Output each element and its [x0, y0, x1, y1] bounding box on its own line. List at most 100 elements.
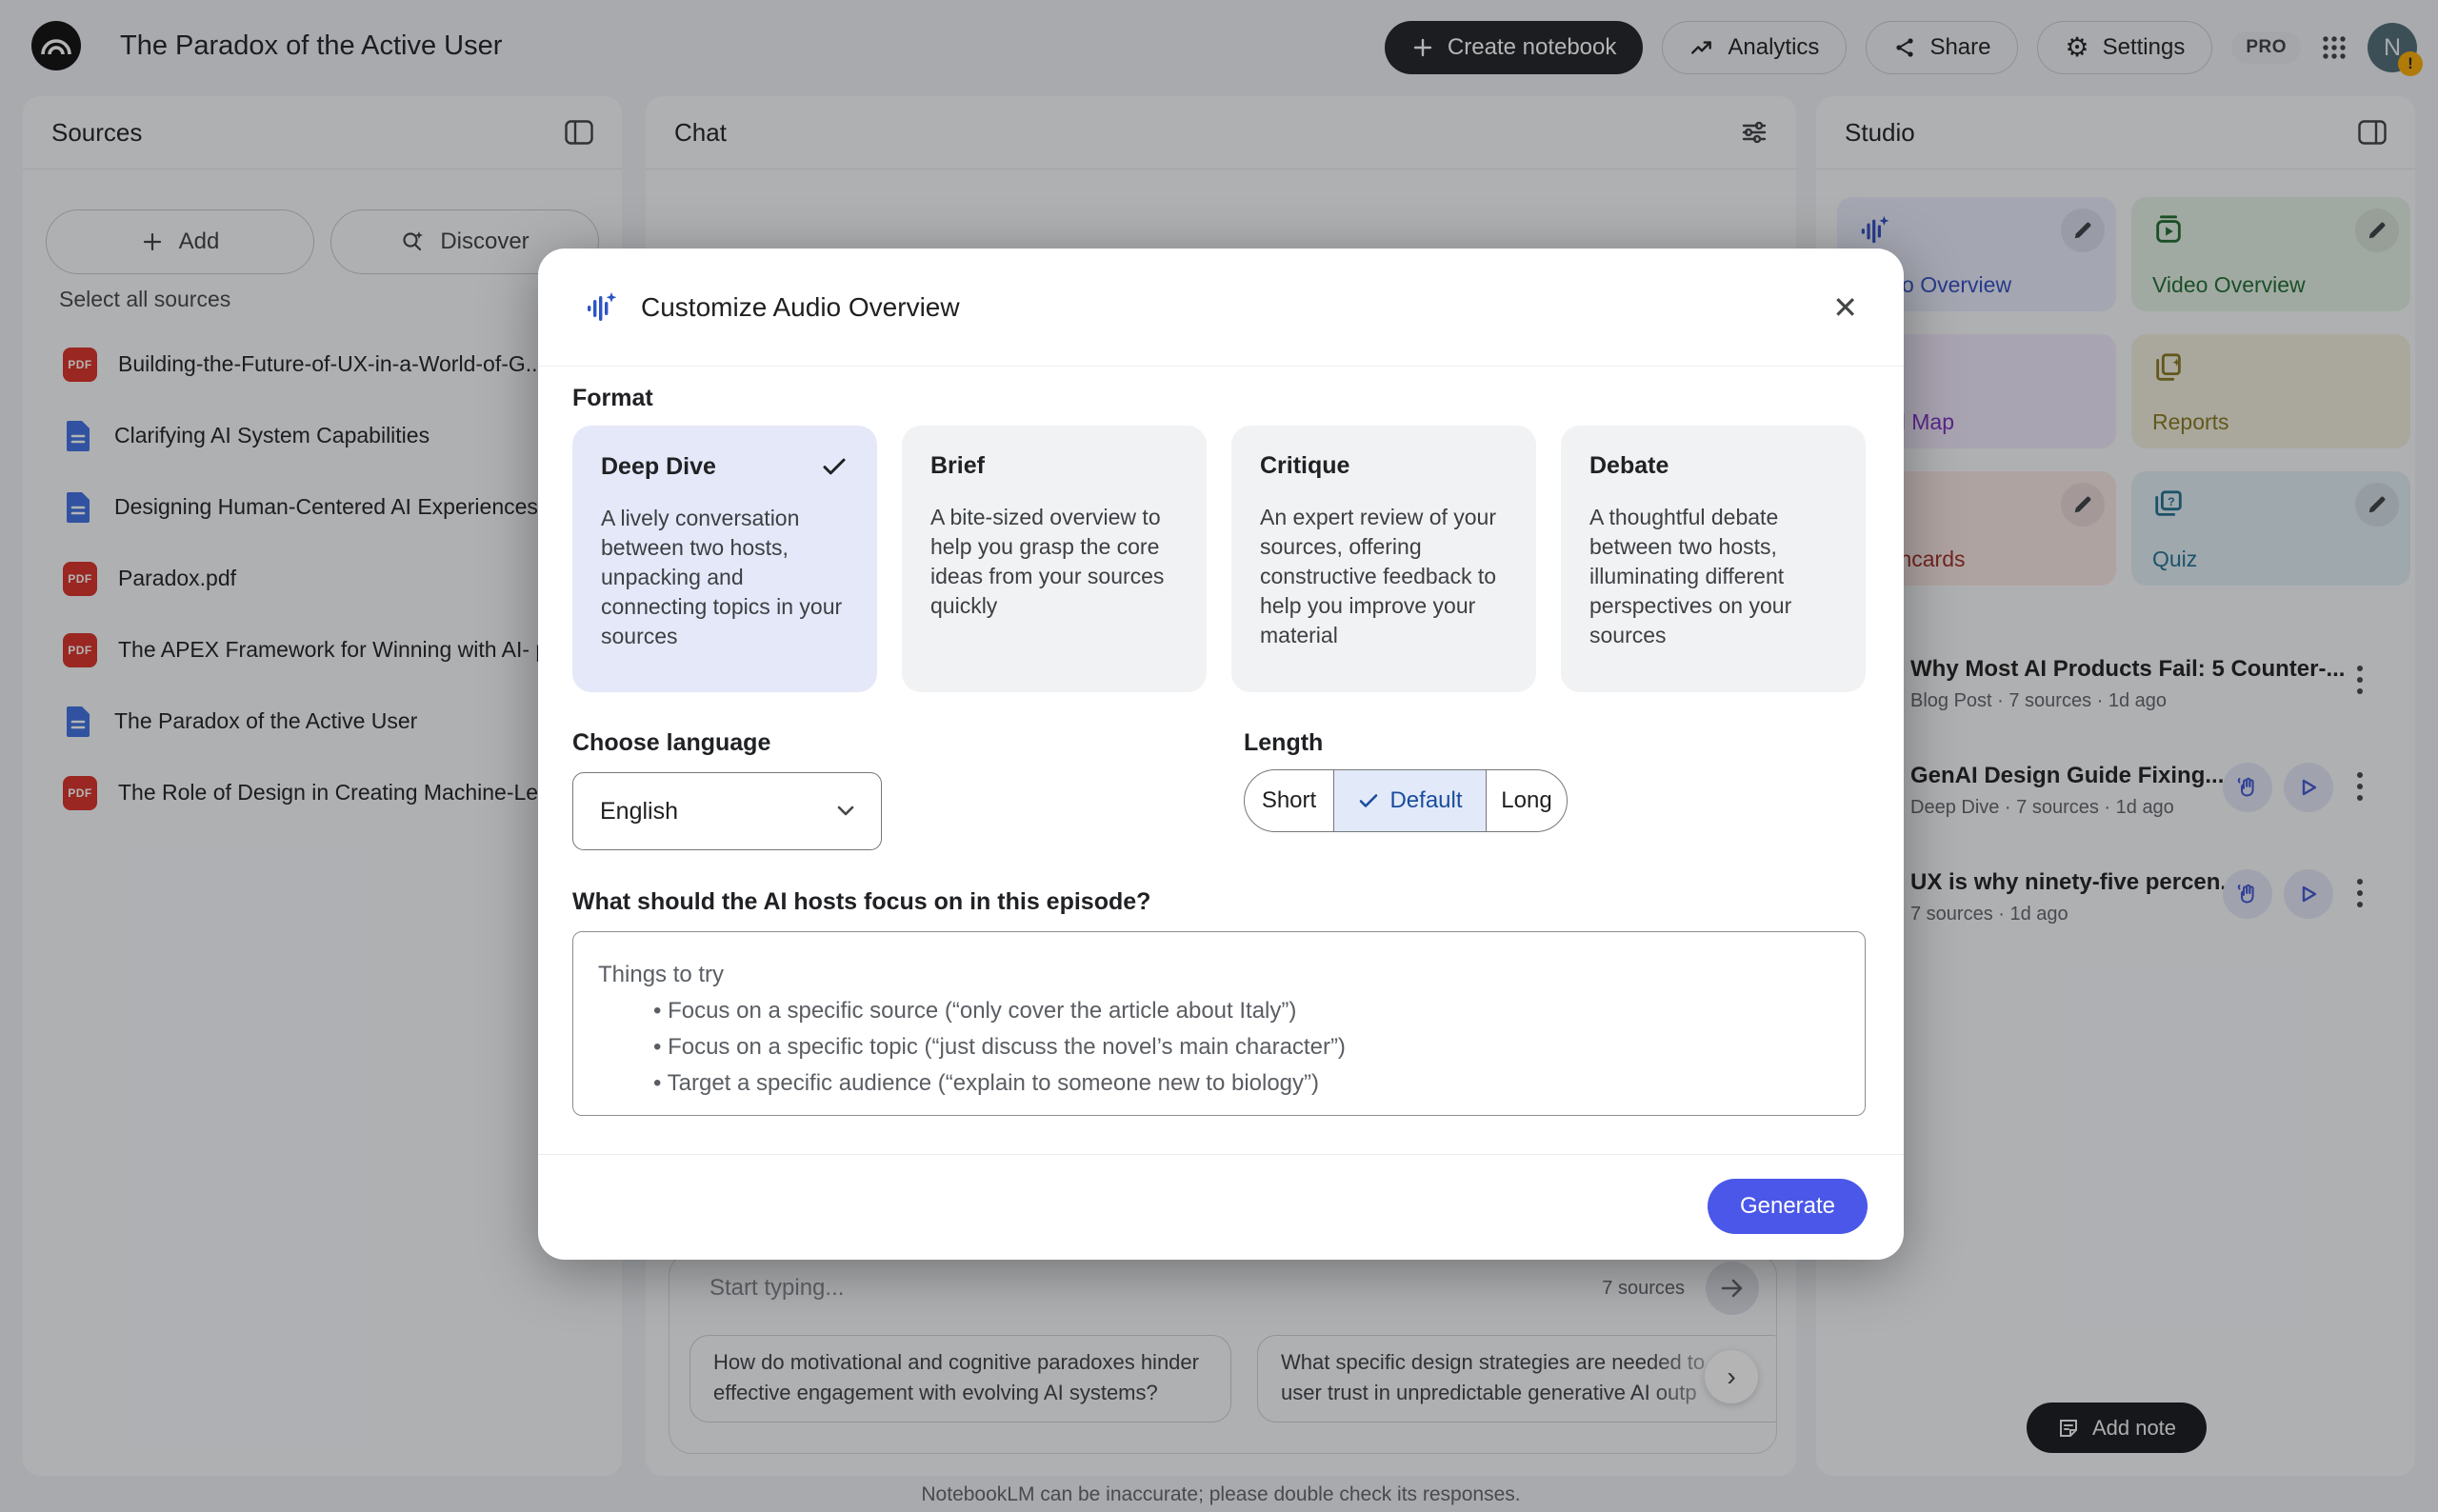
analytics-label: Analytics: [1728, 34, 1820, 60]
format-option-deep-dive[interactable]: Deep Dive A lively conversation between …: [572, 426, 877, 692]
length-option-long[interactable]: Long: [1486, 770, 1567, 831]
top-bar: The Paradox of the Active User Create no…: [0, 0, 2438, 96]
select-all-sources[interactable]: Select all sources: [59, 287, 231, 311]
dialog-title: Customize Audio Overview: [641, 291, 960, 322]
studio-item[interactable]: UX is why ninety-five percen... 7 source…: [1816, 864, 2415, 963]
send-button[interactable]: [1706, 1262, 1759, 1315]
focus-placeholder-title: Things to try: [598, 962, 725, 987]
more-options-icon[interactable]: [2355, 770, 2365, 803]
play-button[interactable]: [2284, 869, 2333, 919]
source-row[interactable]: PDF The APEX Framework for Winning with …: [50, 614, 622, 686]
length-segmented-control: Short Default Long: [1244, 769, 1568, 832]
hand-wave-icon: [2237, 777, 2254, 797]
share-button[interactable]: Share: [1866, 21, 2019, 74]
length-option-short[interactable]: Short: [1261, 787, 1317, 813]
chat-input[interactable]: Start typing... 7 sources: [669, 1254, 1776, 1323]
source-row[interactable]: PDF Paradox.pdf: [50, 543, 622, 614]
collapse-panel-icon[interactable]: [565, 120, 593, 145]
focus-question-label: What should the AI hosts focus on in thi…: [572, 888, 1151, 915]
source-row[interactable]: PDF Building-the-Future-of-UX-in-a-World…: [50, 328, 622, 400]
discover-search-icon: [403, 231, 424, 251]
length-option-default[interactable]: Default: [1333, 770, 1486, 831]
chat-settings-icon[interactable]: [1741, 119, 1768, 146]
format-option-critique[interactable]: Critique An expert review of your source…: [1231, 426, 1536, 692]
chat-input-container: Start typing... 7 sources How do motivat…: [669, 1253, 1777, 1454]
tool-card-video-overview[interactable]: Video Overview: [2131, 197, 2410, 311]
edit-pencil-icon[interactable]: [2061, 483, 2105, 527]
chevron-down-icon: [837, 806, 854, 817]
check-icon: [820, 452, 849, 481]
notebook-title: The Paradox of the Active User: [120, 30, 503, 61]
sources-count-badge: 7 sources: [1602, 1277, 1685, 1299]
collapse-panel-icon[interactable]: [2358, 120, 2387, 145]
pdf-file-icon: PDF: [63, 775, 97, 810]
check-icon: [1357, 789, 1380, 812]
tool-card-reports[interactable]: Reports: [2131, 334, 2410, 448]
notebooklm-logo-icon: [31, 21, 81, 70]
doc-file-icon: [63, 419, 93, 453]
video-overview-icon: [2152, 214, 2185, 247]
sources-panel: Sources Add Discover Select all sources …: [23, 96, 622, 1476]
apps-grid-icon[interactable]: [2320, 33, 2348, 62]
edit-pencil-icon[interactable]: [2061, 209, 2105, 252]
close-icon[interactable]: ✕: [1832, 289, 1858, 325]
create-notebook-button[interactable]: Create notebook: [1384, 21, 1644, 74]
sources-panel-title: Sources: [51, 117, 143, 147]
format-option-brief[interactable]: Brief A bite-sized overview to help you …: [902, 426, 1207, 692]
pdf-file-icon: PDF: [63, 632, 97, 667]
discover-sources-button[interactable]: Discover: [330, 209, 599, 274]
interactive-mode-button[interactable]: [2223, 869, 2272, 919]
source-row[interactable]: The Paradox of the Active User: [50, 686, 622, 757]
analytics-button[interactable]: Analytics: [1662, 21, 1848, 74]
customize-audio-overview-dialog: Customize Audio Overview ✕ Format Deep D…: [538, 249, 1904, 1260]
language-value: English: [600, 797, 678, 825]
quiz-icon: ?: [2152, 488, 2185, 521]
source-row[interactable]: PDF The Role of Design in Creating Machi…: [50, 757, 622, 828]
focus-textarea[interactable]: Things to try Focus on a specific source…: [572, 931, 1866, 1116]
trending-up-icon: [1691, 41, 1712, 54]
share-label: Share: [1929, 34, 1991, 60]
discover-sources-label: Discover: [440, 229, 530, 254]
add-source-button[interactable]: Add: [46, 209, 314, 274]
pro-badge: PRO: [2231, 31, 2301, 64]
edit-pencil-icon[interactable]: [2355, 483, 2399, 527]
next-suggestions-button[interactable]: ›: [1705, 1350, 1758, 1403]
interactive-mode-button[interactable]: [2223, 763, 2272, 812]
share-icon: [1896, 38, 1914, 57]
studio-item[interactable]: GenAI Design Guide Fixing... Deep Dive ·…: [1816, 757, 2415, 856]
avatar-initial: N: [2383, 33, 2402, 61]
play-button[interactable]: [2284, 763, 2333, 812]
studio-item[interactable]: Why Most AI Products Fail: 5 Counter-...…: [1816, 650, 2415, 749]
audio-waveform-icon: [1858, 214, 1890, 247]
audio-waveform-icon: [584, 290, 618, 325]
play-icon: [2302, 779, 2317, 796]
add-note-button[interactable]: Add note: [2027, 1403, 2207, 1453]
sources-list: PDF Building-the-Future-of-UX-in-a-World…: [50, 328, 622, 828]
suggested-question-chip[interactable]: How do motivational and cognitive parado…: [689, 1335, 1231, 1422]
language-select[interactable]: English: [572, 772, 882, 850]
settings-label: Settings: [2102, 34, 2186, 60]
settings-button[interactable]: ⚙ Settings: [2037, 21, 2213, 74]
chat-panel-title: Chat: [674, 117, 727, 147]
edit-pencil-icon[interactable]: [2355, 209, 2399, 252]
add-note-label: Add note: [2091, 1415, 2177, 1440]
more-options-icon[interactable]: [2355, 877, 2365, 909]
format-option-debate[interactable]: Debate A thoughtful debate between two h…: [1561, 426, 1866, 692]
doc-file-icon: [63, 490, 93, 525]
avatar-alert-badge: !: [2398, 51, 2423, 76]
generate-button[interactable]: Generate: [1708, 1179, 1868, 1234]
avatar[interactable]: N !: [2368, 23, 2423, 76]
svg-text:?: ?: [2168, 495, 2175, 508]
more-options-icon[interactable]: [2355, 664, 2365, 696]
create-notebook-label: Create notebook: [1447, 34, 1617, 60]
disclaimer-text: NotebookLM can be inaccurate; please dou…: [921, 1483, 1521, 1505]
language-section-label: Choose language: [572, 729, 771, 756]
chevron-right-icon: ›: [1727, 1362, 1736, 1391]
source-row[interactable]: Clarifying AI System Capabilities: [50, 400, 622, 471]
doc-file-icon: [63, 705, 93, 739]
source-row[interactable]: Designing Human-Centered AI Experiences: [50, 471, 622, 543]
chat-input-placeholder: Start typing...: [709, 1275, 845, 1301]
format-section-label: Format: [572, 385, 653, 411]
tool-card-quiz[interactable]: ? Quiz: [2131, 471, 2410, 586]
hand-wave-icon: [2237, 884, 2254, 904]
